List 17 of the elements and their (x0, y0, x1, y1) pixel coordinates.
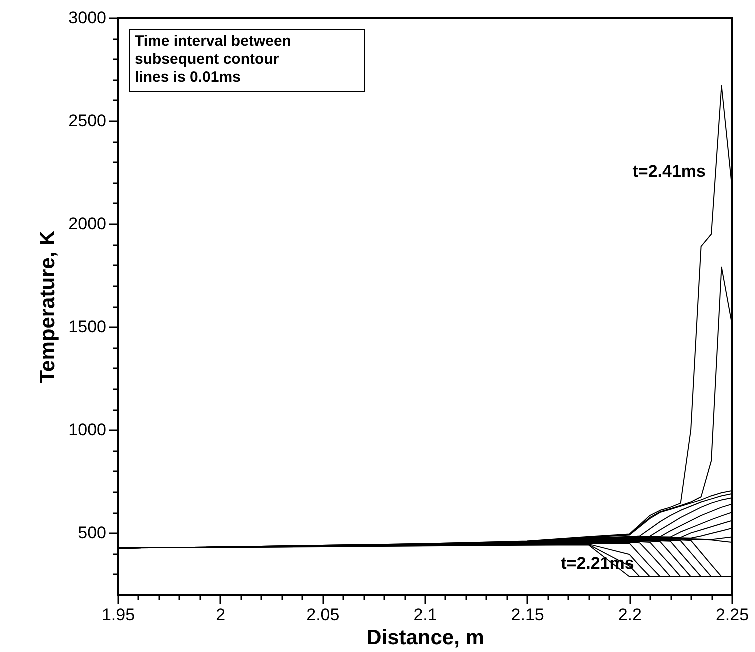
x-tick-label: 2.2 (618, 606, 642, 624)
x-tick-label: 2.15 (511, 606, 544, 624)
x-tick-label: 2 (216, 606, 226, 624)
y-axis-title: Temperature, K (36, 230, 60, 384)
x-tick-label: 1.95 (102, 606, 136, 624)
x-tick-label: 2.05 (306, 606, 340, 624)
y-tick-label: 2000 (68, 214, 106, 234)
y-tick-label: 500 (78, 524, 106, 543)
y-tick-label: 1000 (68, 420, 106, 440)
x-tick-label: 2.1 (414, 606, 438, 624)
y-tick-label: 1500 (68, 318, 106, 337)
y-tick-label: 2500 (68, 112, 106, 131)
annotation: Time interval between subsequent contour lines is 0.01ms (135, 33, 292, 86)
y-tick-label: 3000 (68, 8, 106, 28)
x-tick-label: 2.25 (716, 606, 750, 624)
x-axis-title: Distance, m (366, 626, 484, 650)
annotation: t=2.41ms (632, 162, 706, 181)
